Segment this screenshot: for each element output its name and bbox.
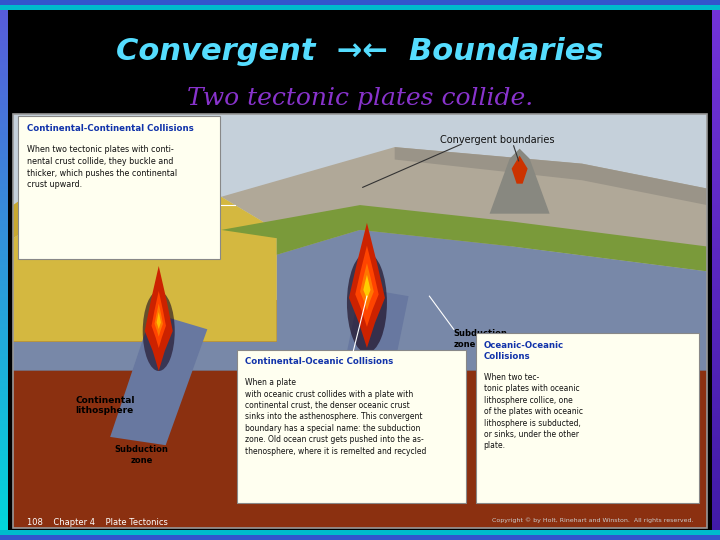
Text: When two tectonic plates with conti-
nental crust collide, they buckle and
thick: When two tectonic plates with conti- nen… [27,145,177,190]
Polygon shape [13,230,707,370]
Polygon shape [13,168,221,238]
Ellipse shape [143,291,175,371]
Text: Subduction
zone: Subduction zone [114,445,168,464]
Text: Convergent boundaries: Convergent boundaries [440,134,554,145]
Polygon shape [153,299,164,341]
Polygon shape [221,205,707,271]
Text: Copyright © by Holt, Rinehart and Winston.  All rights reserved.: Copyright © by Holt, Rinehart and Winsto… [492,518,693,523]
Text: Two tectonic plates collide.: Two tectonic plates collide. [187,86,533,110]
Text: Convergent  →←  Boundaries: Convergent →← Boundaries [116,37,604,66]
Polygon shape [349,223,385,348]
FancyBboxPatch shape [237,350,466,503]
Bar [13,114,707,342]
Text: Continental
lithosphere: Continental lithosphere [76,395,135,415]
Polygon shape [145,266,173,371]
Polygon shape [395,147,707,205]
Polygon shape [148,276,169,361]
Text: When a plate
with oceanic crust collides with a plate with
continental crust, th: When a plate with oceanic crust collides… [246,378,427,456]
Polygon shape [512,156,528,184]
Text: Continental-Continental Collisions: Continental-Continental Collisions [27,124,194,133]
Polygon shape [156,312,161,329]
Text: Continental-Oceanic Collisions: Continental-Oceanic Collisions [246,357,394,367]
Polygon shape [360,263,374,310]
Polygon shape [490,148,549,214]
Text: When two tec-
tonic plates with oceanic
lithosphere collice, one
of the plates w: When two tec- tonic plates with oceanic … [484,373,582,450]
Polygon shape [221,147,707,342]
Polygon shape [325,288,408,466]
Polygon shape [13,188,276,342]
Polygon shape [13,370,707,528]
FancyBboxPatch shape [18,116,220,259]
Polygon shape [110,313,207,445]
FancyBboxPatch shape [476,334,698,503]
Text: 108    Chapter 4    Plate Tectonics: 108 Chapter 4 Plate Tectonics [27,518,168,526]
Polygon shape [156,310,161,331]
Polygon shape [364,275,371,300]
Polygon shape [355,246,379,327]
Polygon shape [155,303,163,337]
Polygon shape [149,282,168,356]
Bar [13,114,707,528]
Bar [13,300,707,528]
Text: Subduction
zone: Subduction zone [454,329,508,349]
Polygon shape [151,291,166,348]
Ellipse shape [347,253,387,353]
Text: Oceanic-Oceanic
Collisions: Oceanic-Oceanic Collisions [484,341,564,361]
